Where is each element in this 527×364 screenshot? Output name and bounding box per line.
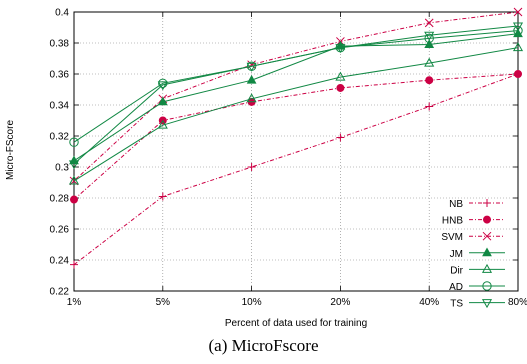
- legend-marker: [482, 231, 492, 241]
- data-point-jm: [513, 28, 523, 38]
- data-point-ad: [158, 78, 168, 89]
- data-point-dir: [246, 93, 257, 103]
- legend-entry-ad: AD: [449, 281, 505, 293]
- data-point-dir: [424, 57, 435, 67]
- series-ts: [68, 22, 524, 170]
- legend-label: TS: [450, 299, 463, 310]
- y-tick-label: 0.34: [50, 101, 70, 112]
- legend-label: Dir: [450, 265, 463, 276]
- data-point-ts: [68, 160, 80, 170]
- y-tick-label: 0.22: [50, 287, 70, 298]
- data-point-ad: [69, 137, 79, 147]
- data-point-jm: [424, 39, 435, 48]
- data-point-ts: [424, 31, 435, 41]
- data-point-nb: [70, 260, 78, 269]
- legend-label: NB: [449, 199, 463, 210]
- series-line-ts: [73, 25, 519, 165]
- data-point-svm: [424, 18, 434, 28]
- legend-label: JM: [450, 249, 463, 260]
- data-point-dir: [335, 71, 346, 81]
- data-point-ad: [424, 33, 434, 44]
- legend-entry-dir: Dir: [450, 263, 505, 276]
- series-line-ad: [73, 30, 519, 143]
- x-tick-label: 10%: [242, 297, 262, 308]
- legend-entry-hnb: HNB: [442, 215, 505, 227]
- data-point-nb: [158, 192, 167, 201]
- figure-caption: (a) MicroFscore: [208, 336, 319, 355]
- legend-entry-ts: TS: [450, 299, 505, 310]
- series-line-nb: [73, 73, 519, 266]
- y-tick-label: 0.38: [50, 39, 70, 50]
- data-point-ts: [512, 22, 524, 32]
- data-point-dir: [157, 119, 168, 129]
- series-line-hnb: [73, 73, 519, 200]
- series-ad: [69, 25, 523, 147]
- x-axis-label: Percent of data used for training: [225, 318, 367, 329]
- legend-marker: [481, 263, 493, 273]
- y-tick-label: 0.26: [50, 225, 70, 236]
- data-point-jm: [157, 96, 168, 106]
- series-jm: [69, 28, 523, 165]
- series-layer: [68, 7, 524, 269]
- y-tick-label: 0.36: [50, 70, 70, 81]
- x-tick-label: 40%: [419, 297, 439, 308]
- legend-marker: [482, 281, 492, 291]
- data-point-nb: [336, 133, 345, 142]
- data-point-hnb: [336, 83, 345, 92]
- series-line-jm: [73, 33, 519, 162]
- legend-label: SVM: [441, 232, 463, 243]
- x-tick-label: 80%: [508, 297, 527, 308]
- series-line-svm: [73, 11, 519, 182]
- legend-marker: [483, 199, 491, 207]
- legend-marker: [482, 247, 492, 257]
- legend-entry-nb: NB: [449, 199, 505, 210]
- series-line-dir: [73, 47, 519, 182]
- data-point-dir: [512, 42, 524, 52]
- data-point-ts: [246, 62, 257, 72]
- x-tick-label: 5%: [156, 297, 171, 308]
- data-point-svm: [513, 7, 523, 17]
- data-point-hnb: [514, 70, 522, 78]
- chart: 0.22 0.24 0.26 0.28 0.3 0.32 0.34 0.36 0.38 0.4 1%…: [5, 7, 527, 330]
- data-point-dir: [68, 175, 80, 185]
- legend-marker: [481, 299, 493, 309]
- y-tick-label: 0.4: [55, 8, 69, 19]
- y-axis-label: Micro-FScore: [5, 120, 16, 180]
- data-point-ts: [335, 44, 346, 54]
- legend-label: AD: [449, 282, 463, 293]
- legend-marker: [483, 215, 491, 224]
- series-dir: [68, 42, 524, 185]
- data-point-nb: [425, 102, 434, 111]
- series-hnb: [70, 70, 522, 204]
- y-tick-label: 0.28: [50, 194, 70, 205]
- data-point-svm: [247, 60, 256, 70]
- data-point-jm: [246, 74, 257, 84]
- data-point-nb: [247, 163, 256, 171]
- y-tick-label: 0.24: [50, 256, 70, 267]
- y-tick-label: 0.3: [55, 163, 69, 174]
- legend-entry-svm: SVM: [441, 231, 505, 243]
- data-point-hnb: [70, 195, 78, 204]
- series-svm: [69, 7, 523, 186]
- legend-entry-jm: JM: [450, 247, 505, 260]
- x-tick-label: 1%: [67, 297, 82, 308]
- y-tick-label: 0.32: [50, 132, 70, 143]
- plot-frame: [73, 11, 519, 292]
- data-point-hnb: [425, 76, 434, 85]
- x-tick-label: 20%: [330, 297, 350, 308]
- data-point-ts: [157, 81, 168, 91]
- legend: NB HNB SVM JM Dir AD TS: [441, 199, 505, 310]
- legend-label: HNB: [442, 216, 463, 227]
